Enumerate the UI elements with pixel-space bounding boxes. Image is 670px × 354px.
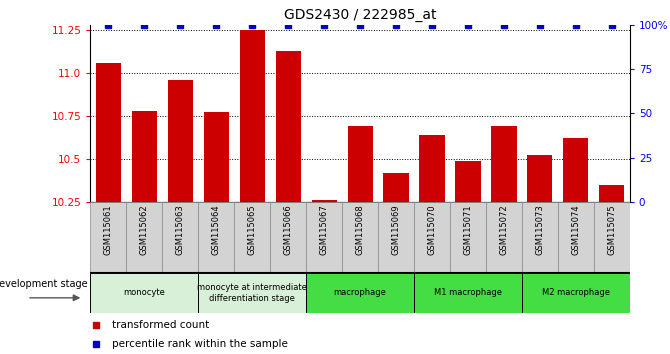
Text: GSM115072: GSM115072 [499, 204, 509, 255]
Bar [90, 273, 198, 313]
Bar [491, 126, 517, 202]
Bar [306, 273, 414, 313]
Bar [312, 200, 337, 202]
Text: GSM115075: GSM115075 [607, 204, 616, 255]
Bar [132, 111, 157, 202]
Bar [594, 202, 630, 273]
Bar [486, 202, 522, 273]
Text: M1 macrophage: M1 macrophage [434, 289, 502, 297]
Text: GSM115066: GSM115066 [283, 204, 293, 255]
Text: GSM115065: GSM115065 [248, 204, 257, 255]
Text: percentile rank within the sample: percentile rank within the sample [112, 339, 288, 349]
Text: GSM115064: GSM115064 [212, 204, 221, 255]
Text: development stage: development stage [0, 279, 88, 289]
Bar [522, 202, 558, 273]
Text: GSM115061: GSM115061 [104, 204, 113, 255]
Text: transformed count: transformed count [112, 320, 209, 330]
Text: monocyte at intermediate
differentiation stage: monocyte at intermediate differentiation… [198, 283, 307, 303]
Text: GSM115067: GSM115067 [320, 204, 329, 255]
Bar [234, 202, 270, 273]
Text: macrophage: macrophage [334, 289, 387, 297]
Text: GSM115071: GSM115071 [464, 204, 472, 255]
Bar [414, 202, 450, 273]
Bar [270, 202, 306, 273]
Bar [348, 126, 373, 202]
Bar [383, 172, 409, 202]
Bar [96, 63, 121, 202]
Bar [456, 160, 480, 202]
Bar [240, 30, 265, 202]
Bar [599, 184, 624, 202]
Bar [198, 273, 306, 313]
Bar [162, 202, 198, 273]
Text: GSM115063: GSM115063 [176, 204, 185, 255]
Bar [90, 202, 127, 273]
Bar [450, 202, 486, 273]
Bar [558, 202, 594, 273]
Text: GSM115073: GSM115073 [535, 204, 545, 255]
Text: GSM115069: GSM115069 [391, 204, 401, 255]
Bar [563, 138, 588, 202]
Text: M2 macrophage: M2 macrophage [542, 289, 610, 297]
Bar [378, 202, 414, 273]
Bar [419, 135, 445, 202]
Text: GSM115070: GSM115070 [427, 204, 437, 255]
Bar [168, 80, 193, 202]
Text: GSM115074: GSM115074 [572, 204, 580, 255]
Bar [522, 273, 630, 313]
Bar [198, 202, 234, 273]
Bar [342, 202, 378, 273]
Bar [414, 273, 522, 313]
Text: GSM115062: GSM115062 [140, 204, 149, 255]
Text: GSM115068: GSM115068 [356, 204, 364, 255]
Bar [306, 202, 342, 273]
Text: monocyte: monocyte [123, 289, 165, 297]
Bar [127, 202, 162, 273]
Title: GDS2430 / 222985_at: GDS2430 / 222985_at [284, 8, 436, 22]
Bar [275, 51, 301, 202]
Bar [527, 155, 553, 202]
Bar [204, 113, 229, 202]
